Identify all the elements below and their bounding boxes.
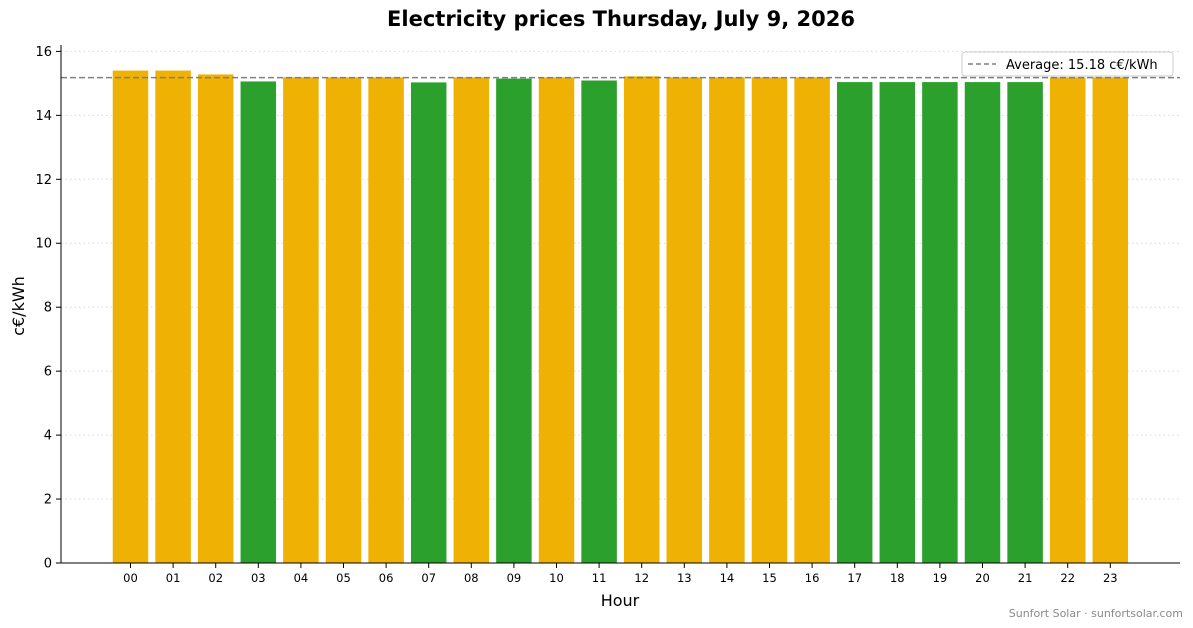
x-tick-label: 06 xyxy=(379,571,394,585)
x-tick-label: 15 xyxy=(762,571,777,585)
x-tick-label: 11 xyxy=(592,571,607,585)
x-tick-label: 01 xyxy=(166,571,181,585)
bar-12 xyxy=(623,76,660,563)
bar-05 xyxy=(325,77,362,564)
legend-average-label: Average: 15.18 c€/kWh xyxy=(1006,58,1158,73)
bar-06 xyxy=(368,77,404,564)
bar-00 xyxy=(112,70,149,563)
y-tick-label: 4 xyxy=(44,429,52,444)
bar-04 xyxy=(283,77,319,564)
bar-03 xyxy=(240,81,277,564)
bar-13 xyxy=(666,77,703,564)
y-tick-label: 2 xyxy=(44,493,52,508)
bar-11 xyxy=(581,80,617,564)
x-tick-labels: 00 01 02 03 04 05 06 07 08 09 10 11 12 13 14 15 16 17 18 19… xyxy=(123,571,1117,585)
bar-20 xyxy=(964,82,1001,563)
bar-17 xyxy=(836,82,873,563)
y-tick-label: 14 xyxy=(35,109,52,124)
y-tick-label: 6 xyxy=(44,365,52,380)
bar-21 xyxy=(1007,82,1043,563)
bar-08 xyxy=(453,77,490,564)
y-tick-label: 16 xyxy=(35,45,52,60)
x-axis-label: Hour xyxy=(601,591,640,610)
y-tick-label: 0 xyxy=(44,557,52,572)
bar-02 xyxy=(197,74,234,563)
bar-07 xyxy=(410,82,447,564)
bar-16 xyxy=(794,77,830,564)
footer-credit: Sunfort Solar · sunfortsolar.com xyxy=(1009,607,1183,620)
y-tick-labels: 0 2 4 6 8 10 12 14 16 xyxy=(35,45,52,572)
x-tick-label: 08 xyxy=(464,571,479,585)
x-tick-label: 20 xyxy=(975,571,990,585)
x-tick-label: 21 xyxy=(1018,571,1033,585)
y-tick-label: 8 xyxy=(44,301,52,316)
bar-19 xyxy=(922,82,958,563)
bar-01 xyxy=(155,70,191,563)
x-tick-label: 07 xyxy=(421,571,436,585)
bar-10 xyxy=(538,77,575,564)
x-tick-label: 09 xyxy=(507,571,522,585)
bar-15 xyxy=(751,77,788,564)
x-tick-label: 10 xyxy=(549,571,564,585)
bar-18 xyxy=(879,82,916,563)
bar-23 xyxy=(1092,77,1129,564)
x-tick-label: 16 xyxy=(805,571,820,585)
chart-title: Electricity prices Thursday, July 9, 202… xyxy=(387,7,855,31)
bar-09 xyxy=(496,78,532,564)
x-tick-label: 03 xyxy=(251,571,266,585)
y-axis-label: c€/kWh xyxy=(9,276,28,336)
x-tick-label: 19 xyxy=(933,571,948,585)
y-tick-label: 10 xyxy=(35,237,52,252)
x-tick-label: 14 xyxy=(720,571,735,585)
x-tick-label: 00 xyxy=(123,571,138,585)
bar-14 xyxy=(709,77,745,564)
x-tick-label: 22 xyxy=(1060,571,1075,585)
legend-box xyxy=(961,51,1174,77)
bars xyxy=(112,70,1129,564)
x-tick-label: 02 xyxy=(208,571,223,585)
x-tick-label: 23 xyxy=(1103,571,1118,585)
x-tick-label: 04 xyxy=(294,571,309,585)
x-tick-label: 05 xyxy=(336,571,351,585)
y-tick-label: 12 xyxy=(35,173,52,188)
bar-22 xyxy=(1049,77,1086,564)
x-tick-label: 17 xyxy=(847,571,862,585)
axes xyxy=(56,45,1180,568)
x-tick-label: 18 xyxy=(890,571,905,585)
x-tick-label: 12 xyxy=(634,571,649,585)
legend: Average: 15.18 c€/kWh xyxy=(961,51,1174,77)
x-tick-label: 13 xyxy=(677,571,692,585)
